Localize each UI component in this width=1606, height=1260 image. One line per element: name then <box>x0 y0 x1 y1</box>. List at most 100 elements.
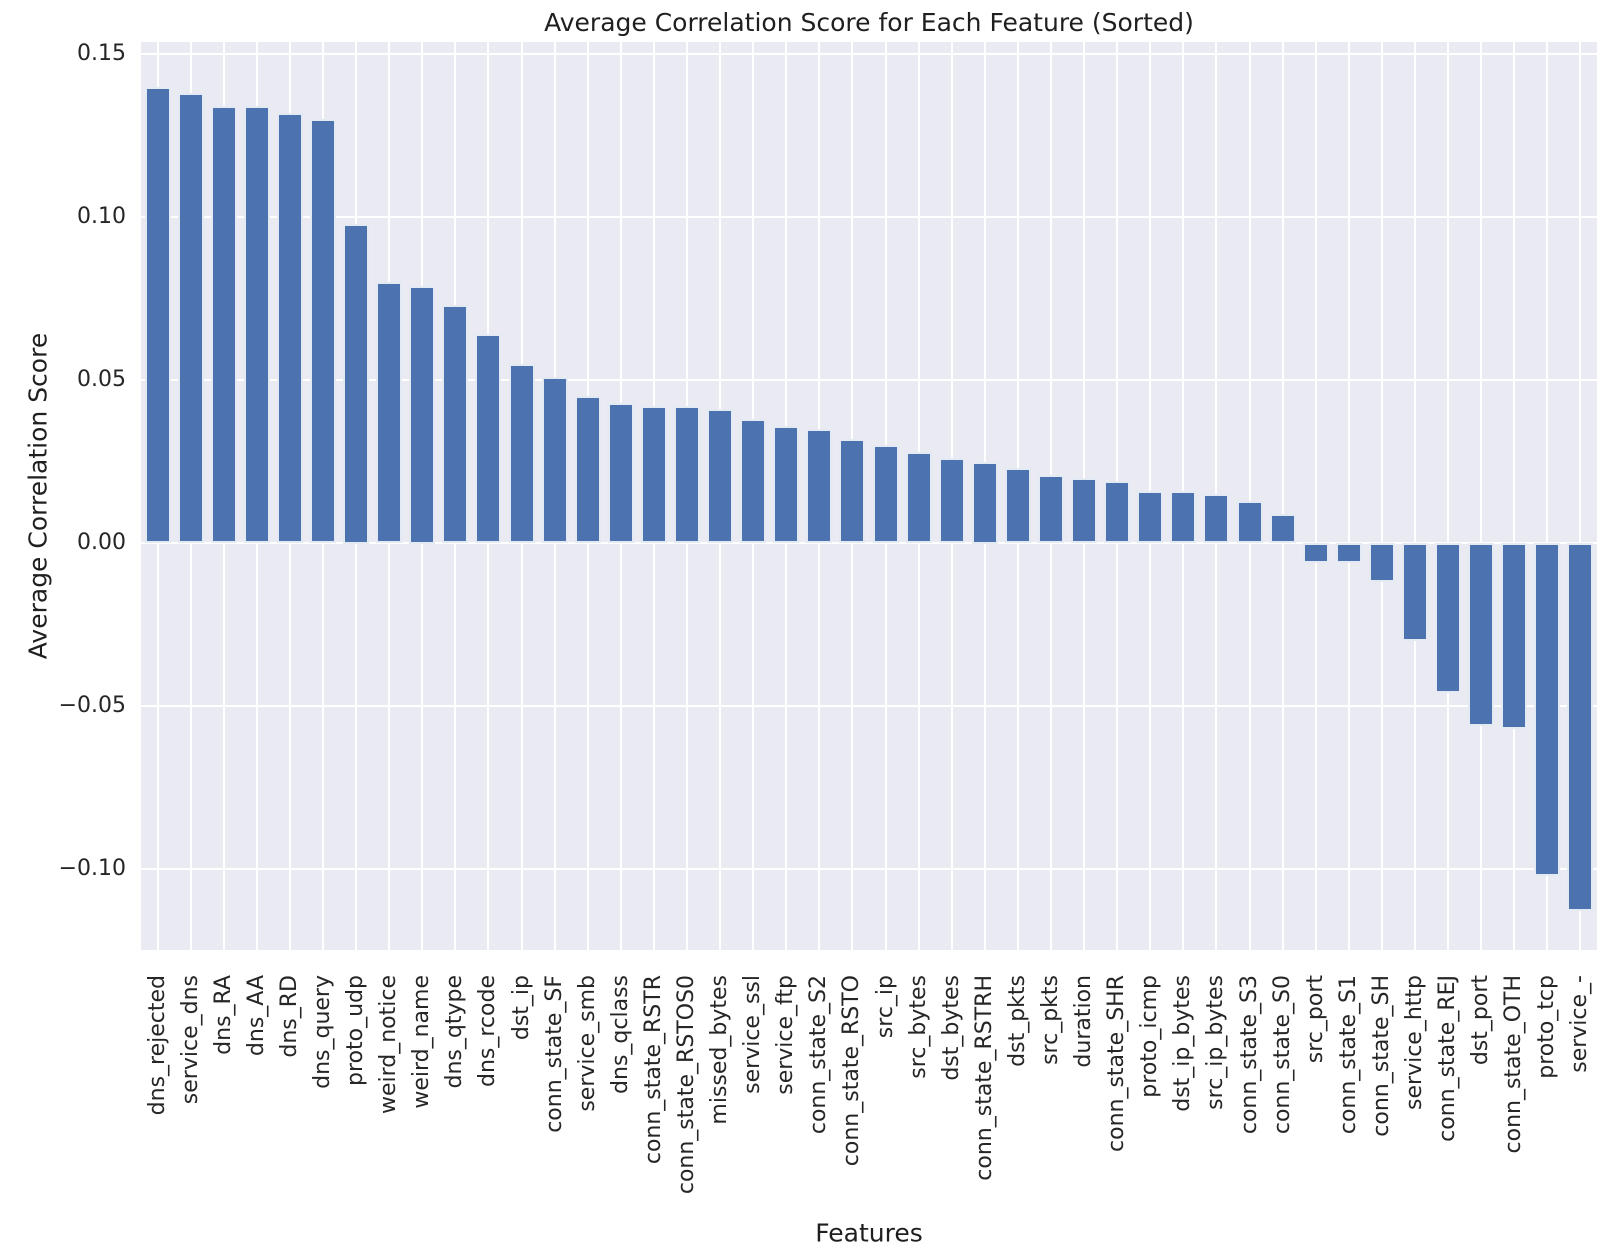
x-tick-label: service_smb <box>575 975 600 1112</box>
x-tick-label: dns_qclass <box>608 975 633 1094</box>
v-gridline <box>1282 42 1284 950</box>
x-tick-label: conn_state_SF <box>542 975 567 1133</box>
x-tick-label: src_port <box>1303 975 1328 1064</box>
bar-dns_query <box>310 119 336 543</box>
x-tick-label: service_dns <box>178 975 203 1105</box>
y-tick-label: 0.10 <box>77 204 126 229</box>
h-gridline <box>141 379 1597 381</box>
bar-dns_rcode <box>475 334 501 543</box>
v-gridline <box>1579 42 1581 950</box>
bar-dns_rejected <box>145 87 171 543</box>
x-tick-label: conn_state_SH <box>1369 975 1394 1137</box>
v-gridline <box>1546 42 1548 950</box>
h-gridline <box>141 705 1597 707</box>
v-gridline <box>1315 42 1317 950</box>
bar-conn_state_RSTR <box>641 406 667 543</box>
v-gridline <box>1381 42 1383 950</box>
bar-weird_notice <box>376 282 402 543</box>
v-gridline <box>1513 42 1515 950</box>
bar-conn_state_S0 <box>1270 514 1296 543</box>
bar-service_- <box>1567 543 1593 911</box>
bar-weird_name <box>409 286 435 544</box>
x-axis-label: Features <box>815 1218 923 1248</box>
bar-conn_state_SH <box>1369 543 1395 582</box>
x-tick-label: weird_notice <box>376 975 401 1115</box>
y-tick-label: 0.05 <box>77 367 126 392</box>
x-tick-label: conn_state_RSTOS0 <box>674 975 699 1195</box>
x-tick-label: dns_qtype <box>442 975 467 1089</box>
bar-conn_state_OTH <box>1501 543 1527 729</box>
bar-dst_port <box>1468 543 1494 726</box>
bar-dns_qtype <box>442 305 468 543</box>
bar-proto_tcp <box>1534 543 1560 876</box>
x-tick-label: dst_ip <box>509 975 534 1041</box>
v-gridline <box>1480 42 1482 950</box>
h-gridline <box>141 542 1597 544</box>
bar-service_ftp <box>773 426 799 543</box>
v-gridline <box>1348 42 1350 950</box>
x-tick-label: conn_state_S3 <box>1237 975 1262 1135</box>
x-tick-label: dns_query <box>310 975 335 1089</box>
bar-conn_state_RSTOS0 <box>674 406 700 543</box>
x-tick-label: dns_RA <box>211 975 236 1055</box>
x-tick-label: conn_state_SHR <box>1104 975 1129 1152</box>
x-tick-label: conn_state_RSTO <box>839 975 864 1167</box>
x-tick-label: service_- <box>1567 975 1592 1073</box>
plot-area <box>141 42 1597 950</box>
h-gridline <box>141 53 1597 55</box>
x-tick-label: duration <box>1071 975 1096 1068</box>
bar-service_http <box>1402 543 1428 641</box>
bar-service_smb <box>575 396 601 543</box>
x-tick-label: conn_state_REJ <box>1435 975 1460 1142</box>
x-tick-label: missed_bytes <box>707 975 732 1125</box>
bar-dns_qclass <box>608 403 634 543</box>
y-tick-label: 0.00 <box>77 530 126 555</box>
x-tick-label: src_bytes <box>906 975 931 1079</box>
y-tick-label: 0.15 <box>77 41 126 66</box>
x-tick-label: proto_udp <box>343 975 368 1086</box>
x-tick-label: service_ftp <box>773 975 798 1095</box>
x-tick-label: conn_state_S2 <box>806 975 831 1135</box>
bar-conn_state_S2 <box>806 429 832 543</box>
x-tick-label: dst_pkts <box>1005 975 1030 1067</box>
x-tick-label: service_http <box>1402 975 1427 1110</box>
x-tick-label: dst_ip_bytes <box>1170 975 1195 1112</box>
x-tick-label: dns_rejected <box>145 975 170 1116</box>
chart-title: Average Correlation Score for Each Featu… <box>544 8 1194 37</box>
bar-missed_bytes <box>707 409 733 543</box>
x-tick-label: proto_icmp <box>1137 975 1162 1098</box>
x-tick-label: proto_tcp <box>1534 975 1559 1079</box>
bar-duration <box>1071 478 1097 543</box>
x-tick-label: conn_state_S0 <box>1270 975 1295 1135</box>
x-tick-label: dst_port <box>1468 975 1493 1066</box>
bar-service_ssl <box>740 419 766 543</box>
bar-src_ip <box>873 445 899 543</box>
x-tick-label: dns_AA <box>244 975 269 1057</box>
x-tick-label: conn_state_RSTR <box>641 975 666 1165</box>
x-tick-label: src_ip <box>873 975 898 1039</box>
x-tick-label: weird_name <box>409 975 434 1109</box>
bar-conn_state_SHR <box>1104 481 1130 543</box>
bar-conn_state_REJ <box>1435 543 1461 693</box>
h-gridline <box>141 868 1597 870</box>
bar-conn_state_RSTRH <box>972 462 998 544</box>
x-tick-label: src_pkts <box>1038 975 1063 1065</box>
bar-dst_ip_bytes <box>1170 491 1196 543</box>
y-tick-label: −0.10 <box>58 856 126 881</box>
v-gridline <box>1414 42 1416 950</box>
bar-dns_AA <box>244 106 270 543</box>
bar-service_dns <box>178 93 204 543</box>
h-gridline <box>141 216 1597 218</box>
bar-src_ip_bytes <box>1203 494 1229 543</box>
bar-src_bytes <box>906 452 932 543</box>
v-gridline <box>1249 42 1251 950</box>
bar-conn_state_S1 <box>1336 543 1362 563</box>
x-tick-label: dns_rcode <box>475 975 500 1087</box>
x-tick-label: src_ip_bytes <box>1203 975 1228 1110</box>
bar-conn_state_S3 <box>1237 501 1263 543</box>
bar-src_pkts <box>1038 475 1064 543</box>
bar-src_port <box>1303 543 1329 563</box>
bar-conn_state_RSTO <box>839 439 865 543</box>
bar-dst_bytes <box>939 458 965 543</box>
